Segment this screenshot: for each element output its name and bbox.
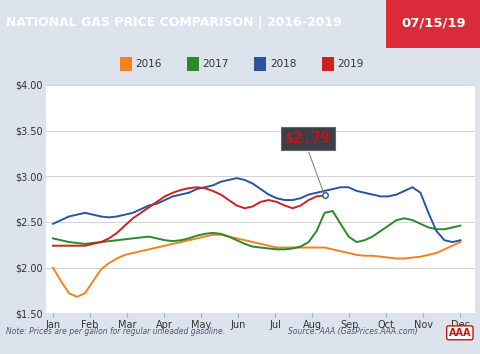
Text: 2016: 2016 <box>135 59 162 69</box>
Text: Source: AAA (GasPrices.AAA.com): Source: AAA (GasPrices.AAA.com) <box>288 327 418 336</box>
Text: $2.79: $2.79 <box>285 131 331 146</box>
FancyBboxPatch shape <box>322 57 334 71</box>
Text: Note: Prices are per gallon for regular unleaded gasoline.: Note: Prices are per gallon for regular … <box>6 327 225 336</box>
Text: AAA: AAA <box>449 328 471 338</box>
FancyBboxPatch shape <box>120 57 132 71</box>
Text: 2019: 2019 <box>337 59 363 69</box>
Text: 07/15/19: 07/15/19 <box>401 16 466 29</box>
FancyBboxPatch shape <box>254 57 266 71</box>
FancyBboxPatch shape <box>386 0 480 48</box>
Text: 2018: 2018 <box>270 59 296 69</box>
Text: NATIONAL GAS PRICE COMPARISON | 2016-2019: NATIONAL GAS PRICE COMPARISON | 2016-201… <box>6 16 341 29</box>
Text: 2017: 2017 <box>203 59 229 69</box>
FancyBboxPatch shape <box>187 57 199 71</box>
